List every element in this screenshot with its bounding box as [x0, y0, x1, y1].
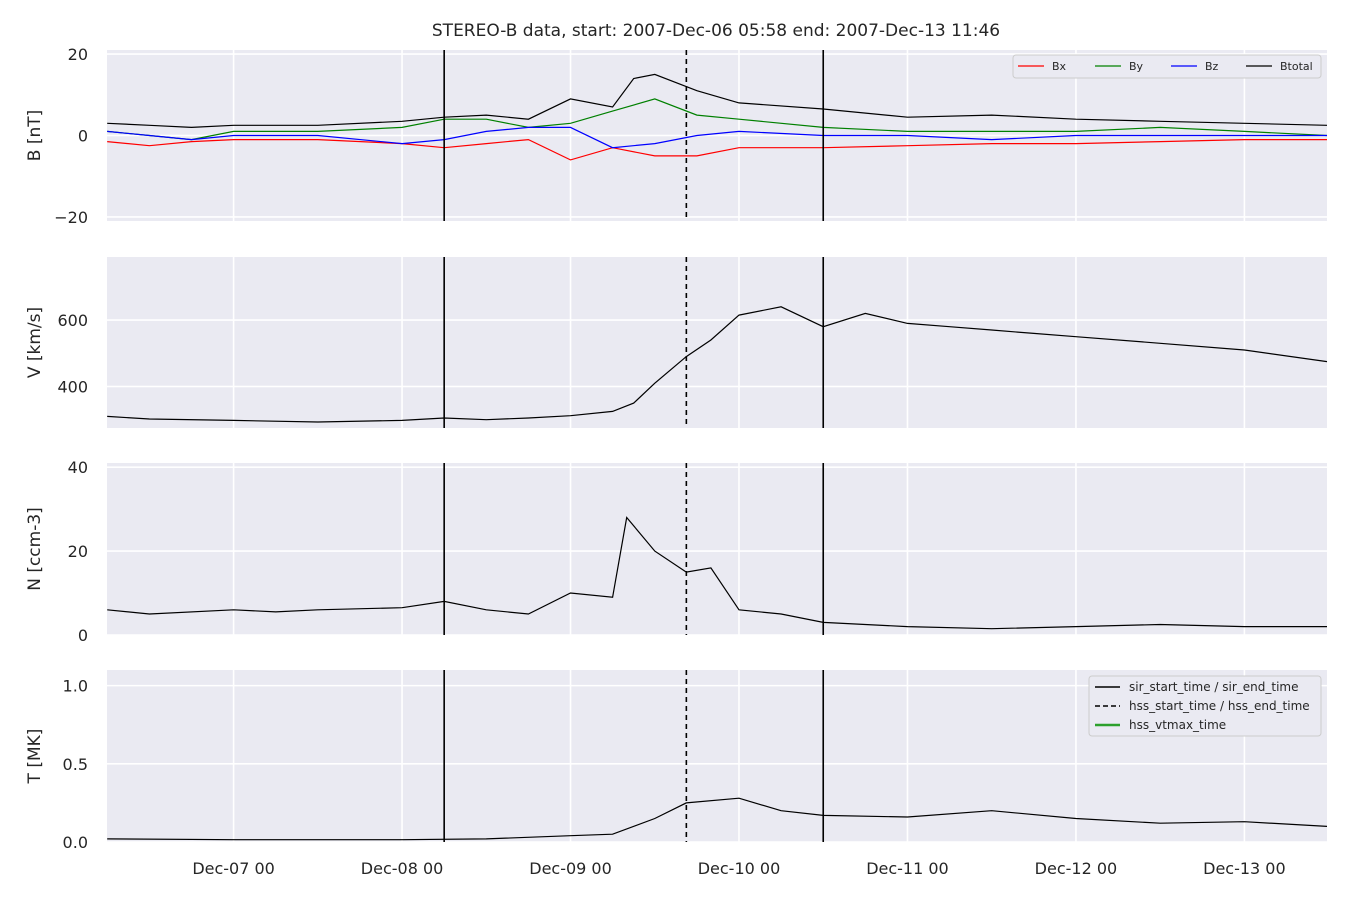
y-tick-label: 600	[57, 311, 88, 330]
y-tick-label: 0	[78, 626, 88, 645]
panels-layer: −20 0 20 B [nT] Bx By Bz Btotal 400 600 V [km/s] 0 2…	[25, 45, 1328, 852]
series-line-bz	[107, 126, 1327, 149]
legend-box	[1088, 675, 1322, 737]
series-line-data	[107, 797, 1328, 841]
panel-3: 0 20 40 N [ccm-3]	[25, 458, 1327, 645]
y-tick-label: 20	[68, 45, 88, 64]
series-line-btotal	[107, 73, 1328, 129]
legend-t-panel: sir_start_time / sir_end_time hss_start_t…	[1088, 675, 1322, 737]
x-tick-label: Dec-10 00	[698, 859, 781, 878]
legend-b-panel: Bx By Bz Btotal	[1012, 54, 1322, 79]
y-tick-label: 1.0	[63, 677, 88, 696]
legend-label-hss: hss_start_time / hss_end_time	[1129, 699, 1310, 713]
panel-1: −20 0 20 B [nT] Bx By Bz Btotal	[25, 45, 1328, 227]
x-tick-label: Dec-09 00	[529, 859, 612, 878]
plot-background	[107, 257, 1327, 428]
plot-background	[107, 463, 1327, 635]
y-tick-label: −20	[54, 208, 88, 227]
y-tick-label: 20	[68, 542, 88, 561]
y-axis-label: T [MK]	[25, 729, 45, 785]
x-tick-label: Dec-13 00	[1203, 859, 1286, 878]
x-axis-ticks: Dec-07 00 Dec-08 00 Dec-09 00 Dec-10 00 Dec-…	[192, 859, 1285, 878]
panel-4: 0.0 0.5 1.0 T [MK] sir_start_time / sir_end_…	[25, 670, 1328, 852]
y-tick-label: 40	[68, 458, 88, 477]
series-line-data	[107, 306, 1328, 423]
series-line-by	[107, 98, 1328, 141]
y-tick-label: 400	[57, 377, 88, 396]
x-tick-label: Dec-07 00	[192, 859, 275, 878]
y-tick-label: 0.0	[63, 833, 88, 852]
x-tick-label: Dec-08 00	[361, 859, 444, 878]
legend-label-bx: Bx	[1052, 60, 1067, 73]
x-tick-label: Dec-11 00	[866, 859, 949, 878]
legend-box	[1012, 54, 1322, 79]
panel-2: 400 600 V [km/s]	[25, 257, 1328, 428]
x-tick-label: Dec-12 00	[1035, 859, 1118, 878]
legend-label-sir: sir_start_time / sir_end_time	[1129, 680, 1299, 694]
legend-label-btotal: Btotal	[1280, 60, 1313, 73]
y-axis-label: B [nT]	[25, 110, 45, 162]
series-line-data	[107, 516, 1327, 630]
figure-title: STEREO-B data, start: 2007-Dec-06 05:58 …	[432, 21, 1000, 41]
legend-label-vtmax: hss_vtmax_time	[1129, 718, 1226, 732]
legend-label-bz: Bz	[1205, 60, 1219, 73]
y-axis-label: V [km/s]	[25, 307, 45, 378]
y-axis-label: N [ccm-3]	[25, 507, 45, 591]
legend-label-by: By	[1129, 60, 1144, 73]
y-tick-label: 0.5	[63, 755, 88, 774]
y-tick-label: 0	[78, 127, 88, 146]
